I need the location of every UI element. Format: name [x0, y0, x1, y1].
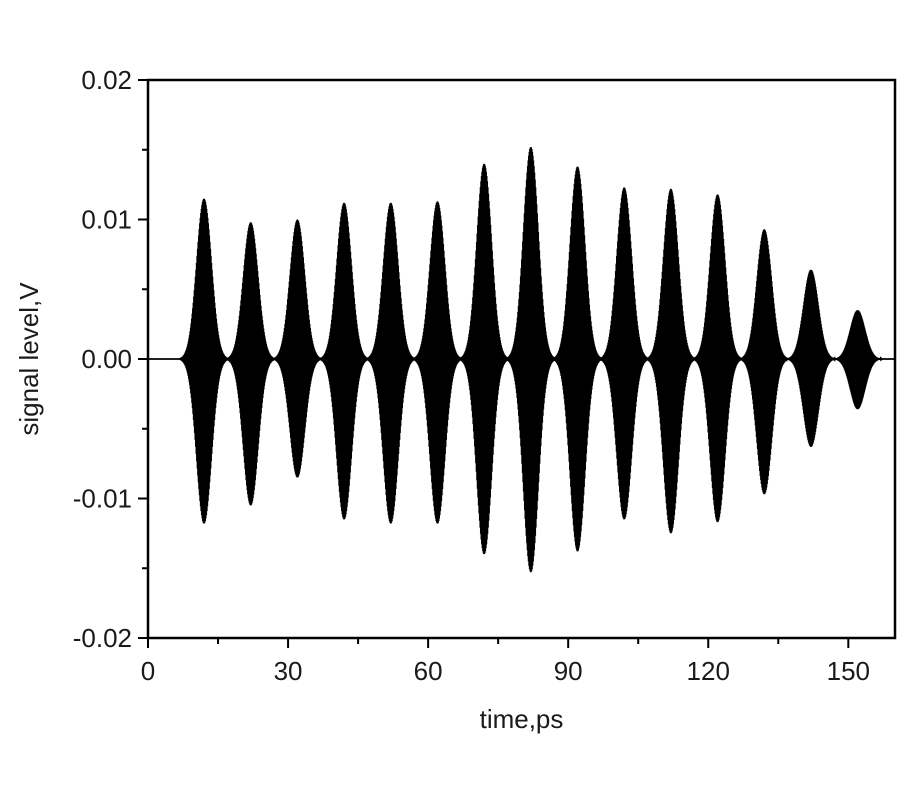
signal-pulse-13	[739, 229, 790, 495]
y-tick-label: 0.00	[81, 344, 132, 374]
signal-pulse-8	[505, 146, 556, 573]
x-tick-label: 120	[687, 656, 730, 686]
signal-pulse-9	[552, 166, 603, 552]
signal-pulse-5	[365, 202, 416, 524]
signal-pulse-11	[645, 188, 696, 534]
signal-pulse-10	[599, 187, 650, 520]
x-tick-label: 30	[274, 656, 303, 686]
signal-pulse-6	[412, 201, 463, 524]
x-tick-label: 90	[554, 656, 583, 686]
y-tick-label: 0.01	[81, 205, 132, 235]
y-tick-label: -0.01	[73, 484, 132, 514]
x-tick-label: 150	[827, 656, 870, 686]
y-tick-label: 0.02	[81, 65, 132, 95]
signal-pulse-4	[319, 202, 370, 520]
x-axis-label: time,ps	[480, 704, 564, 734]
y-tick-label: -0.02	[73, 623, 132, 653]
signal-pulse-7	[459, 163, 510, 555]
tick-labels: 0 30 60 90 120 150 -0.02 -0.01 0.00 0.01 0.02	[73, 65, 870, 686]
x-tick-label: 0	[141, 656, 155, 686]
signal-pulse-3	[272, 219, 323, 478]
signal-pulse-15	[832, 310, 883, 410]
plot-area	[148, 146, 895, 573]
plot-frame	[146, 78, 897, 640]
signal-pulse-1	[179, 198, 229, 524]
y-axis-label: signal level,V	[14, 282, 44, 436]
signal-pulse-14	[786, 269, 836, 447]
signal-pulse-12	[692, 194, 743, 523]
signal-pulse-2	[225, 222, 276, 506]
x-tick-label: 60	[414, 656, 443, 686]
